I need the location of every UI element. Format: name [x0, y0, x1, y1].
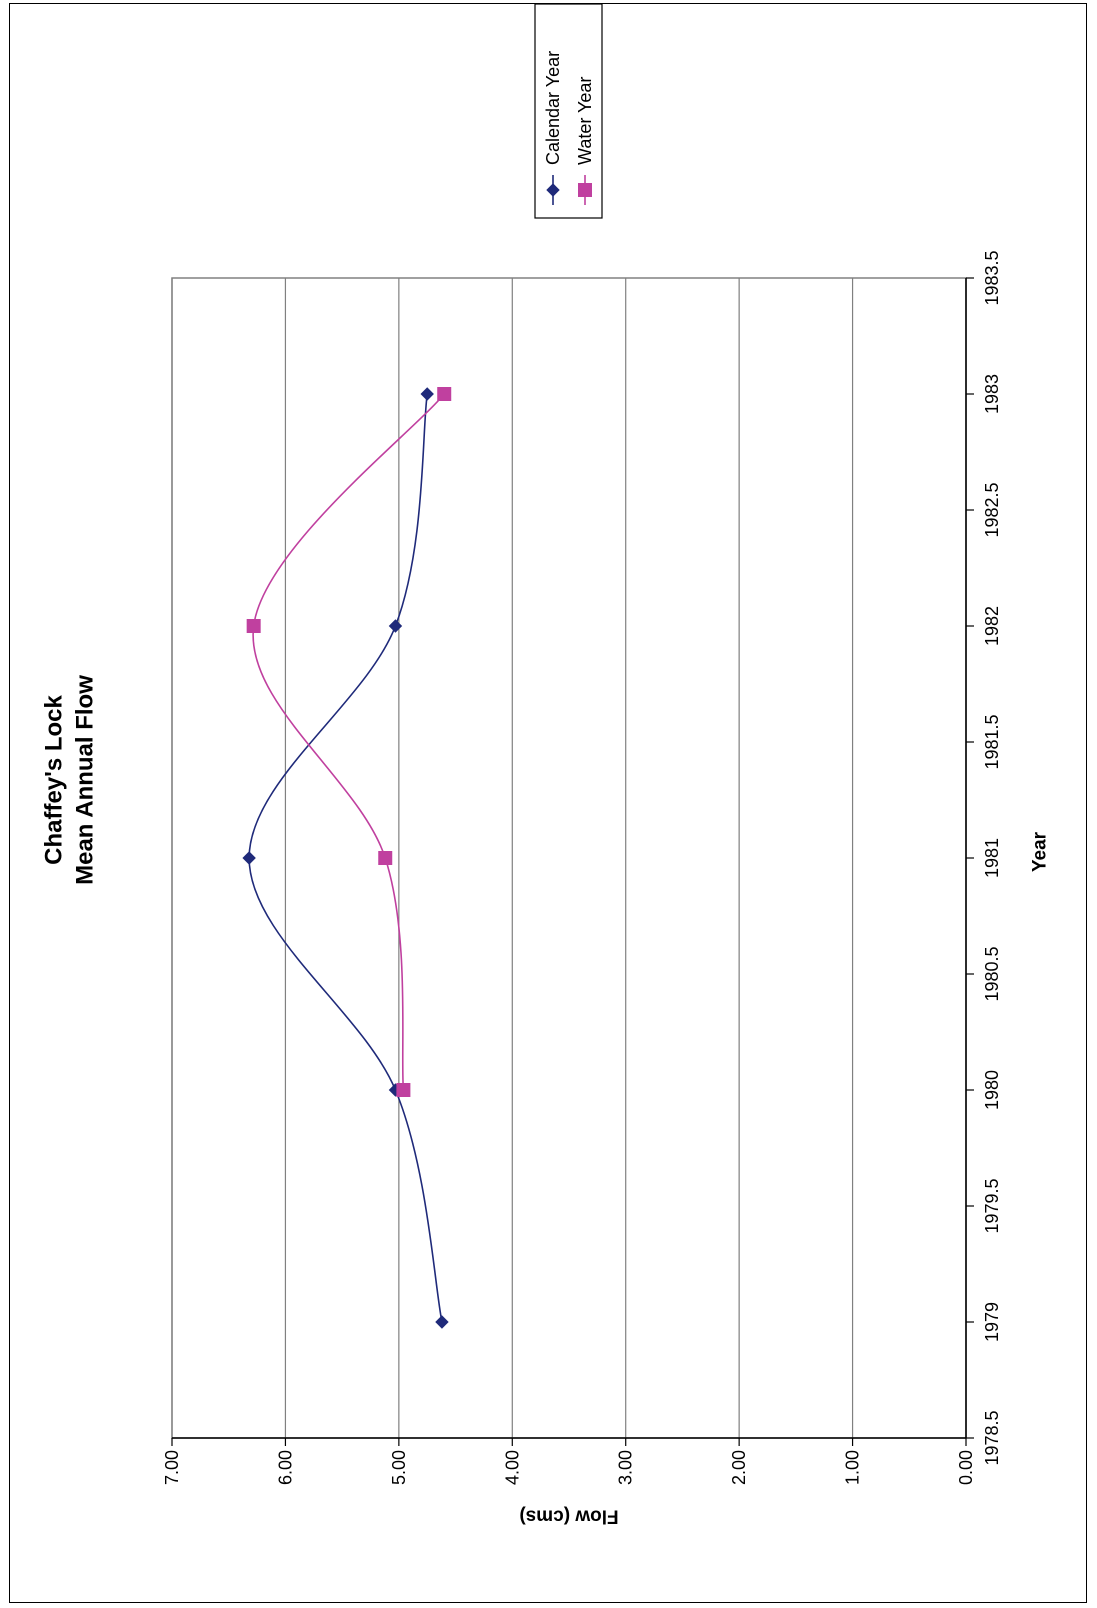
x-tick-label: 1980 — [982, 1070, 1002, 1110]
x-tick-label: 1979.5 — [982, 1178, 1002, 1233]
x-tick-label: 1982 — [982, 606, 1002, 646]
x-tick-label: 1980.5 — [982, 946, 1002, 1001]
legend-diamond-marker — [546, 183, 560, 197]
legend-square-marker — [578, 183, 592, 197]
x-tick-label: 1979 — [982, 1302, 1002, 1342]
y-tick-label: 5.00 — [389, 1450, 409, 1485]
gridlines — [171, 278, 967, 1438]
x-tick-label: 1983.5 — [982, 250, 1002, 305]
x-tick-label: 1978.5 — [982, 1410, 1002, 1465]
series-layer — [242, 387, 452, 1329]
square-marker — [378, 851, 393, 865]
legend: Calendar Year Water Year — [534, 3, 603, 219]
y-tick-label: 4.00 — [502, 1450, 522, 1485]
y-axis-label: Flow (cms) — [519, 1506, 618, 1527]
y-tick-label: 7.00 — [162, 1450, 182, 1485]
titles: Chaffey's Lock Mean Annual Flow Year Flo… — [41, 675, 1051, 1527]
legend-box — [534, 3, 603, 219]
diamond-marker — [420, 387, 434, 401]
x-axis-label: Year — [1030, 831, 1051, 872]
chart-title: Chaffey's Lock — [41, 694, 68, 864]
y-tick-label: 3.00 — [616, 1450, 636, 1485]
y-tick-label: 0.00 — [956, 1450, 976, 1485]
square-marker — [437, 387, 452, 401]
x-tick-label: 1982.5 — [982, 482, 1002, 537]
legend-label: Water Year — [575, 77, 595, 165]
square-marker — [396, 1083, 411, 1097]
y-tick-label: 6.00 — [275, 1450, 295, 1485]
series-water-year — [246, 387, 452, 1097]
x-tick-label: 1981 — [982, 838, 1002, 878]
chart-frame — [9, 3, 1087, 1603]
diamond-marker — [242, 851, 256, 865]
diamond-marker — [435, 1315, 449, 1329]
axes: 0.00 1.00 2.00 3.00 4.00 5.00 6.00 7.00 1978.5 19… — [162, 250, 1002, 1485]
legend-label: Calendar Year — [543, 51, 563, 165]
series-line — [252, 393, 445, 1091]
series-calendar-year — [242, 387, 449, 1329]
series-line — [248, 393, 443, 1323]
y-tick-label: 1.00 — [843, 1450, 863, 1485]
square-marker — [246, 619, 261, 633]
plot-area — [171, 277, 967, 1439]
x-tick-label: 1983 — [982, 374, 1002, 414]
y-tick-label: 2.00 — [729, 1450, 749, 1485]
diamond-marker — [388, 619, 403, 633]
chart-subtitle: Mean Annual Flow — [72, 675, 99, 885]
x-tick-label: 1981.5 — [982, 714, 1002, 769]
